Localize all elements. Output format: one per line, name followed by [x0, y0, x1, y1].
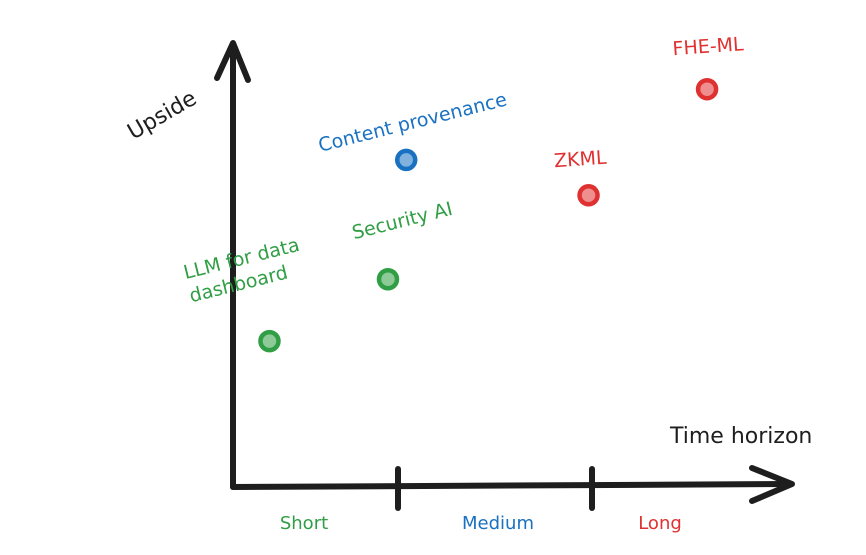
point-label-zkml: ZKML — [553, 147, 607, 173]
y-axis-title: Upside — [124, 86, 202, 145]
point-zkml — [577, 184, 600, 207]
y-axis — [214, 40, 251, 490]
x-category-label-long: Long — [638, 513, 682, 534]
point-label-fhe-ml: FHE-ML — [672, 33, 745, 60]
x-category-label-medium: Medium — [462, 513, 534, 534]
x-category-labels: Short Medium Long — [280, 513, 682, 534]
point-label-security-ai: Security AI — [350, 198, 455, 244]
point-label-content-provenance: Content provenance — [316, 89, 509, 157]
x-category-label-short: Short — [280, 513, 328, 534]
data-labels: LLM for datadashboard Security AI Content … — [181, 33, 744, 307]
point-label-llm-for-data-dashboard: LLM for datadashboard — [181, 234, 307, 307]
data-points — [258, 77, 719, 353]
x-axis — [230, 465, 795, 504]
point-security-ai — [376, 268, 400, 291]
x-axis-ticks — [395, 466, 595, 511]
point-llm-for-data-dashboard — [258, 329, 281, 353]
x-axis-arrowhead — [749, 465, 795, 504]
point-content-provenance — [394, 148, 418, 172]
y-axis-arrowhead — [214, 40, 251, 83]
point-fhe-ml — [695, 77, 719, 101]
x-axis-title: Time horizon — [669, 424, 812, 449]
